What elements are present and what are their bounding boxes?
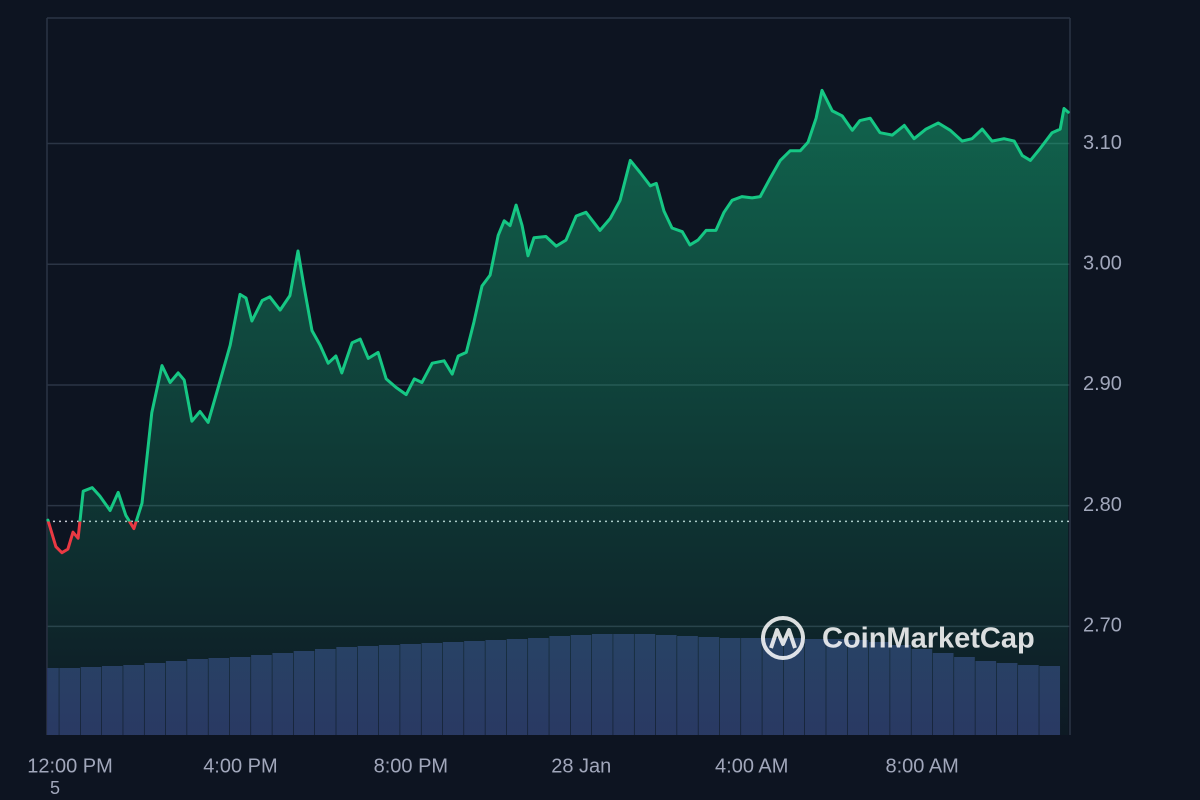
- watermark-text: CoinMarketCap: [822, 623, 1035, 655]
- y-tick-label: 2.70: [1083, 615, 1122, 637]
- y-tick-label: 3.10: [1083, 132, 1122, 154]
- y-tick-label: 2.90: [1083, 373, 1122, 395]
- x-tick-label: 12:00 PM: [27, 755, 113, 777]
- y-tick-label: 3.00: [1083, 253, 1122, 275]
- x-tick-label: 8:00 PM: [374, 755, 448, 777]
- x-tick-label: 4:00 PM: [203, 755, 277, 777]
- y-tick-label: 2.80: [1083, 494, 1122, 516]
- price-line: [46, 88, 1070, 555]
- x-tick-label: 4:00 AM: [715, 755, 788, 777]
- x-tick-label: 8:00 AM: [885, 755, 958, 777]
- logo-mark: [769, 628, 797, 649]
- watermark: CoinMarketCap: [761, 616, 1035, 660]
- annotation: 5: [50, 778, 60, 798]
- area: [47, 90, 1069, 735]
- x-tick-label: 28 Jan: [551, 755, 611, 777]
- logo-ring: [761, 616, 805, 660]
